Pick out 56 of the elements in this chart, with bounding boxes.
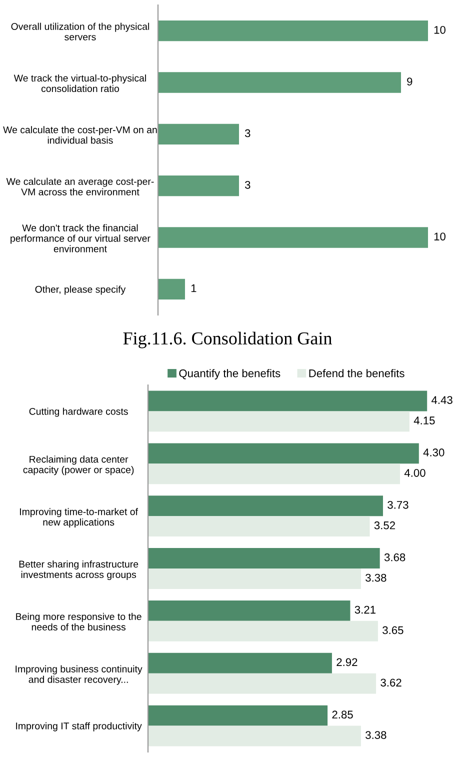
y-tick-label: Improving business continuity and disaster recovery... bbox=[16, 665, 142, 685]
y-tick-label: Reclaiming data center capacity (power or space) bbox=[23, 456, 134, 476]
data-label: 3.73 bbox=[388, 500, 408, 509]
data-label: 3.65 bbox=[382, 626, 404, 634]
y-tick-label: Cutting hardware costs bbox=[29, 408, 128, 417]
bar bbox=[148, 652, 332, 674]
bar bbox=[148, 516, 370, 537]
bar bbox=[148, 443, 419, 464]
data-label: 3.38 bbox=[366, 731, 386, 739]
y-tick-label: Improving IT staff productivity bbox=[16, 722, 142, 732]
y-tick-label: Overall utilization of the physical servers bbox=[11, 22, 150, 40]
bar bbox=[148, 496, 383, 516]
data-label: 9 bbox=[407, 78, 412, 86]
bar bbox=[148, 548, 380, 568]
y-tick-label: Other, please specify bbox=[35, 286, 126, 295]
data-label: 10 bbox=[434, 26, 446, 34]
bar bbox=[158, 278, 185, 300]
y-tick-label: Being more responsive to the needs of the business bbox=[16, 612, 142, 630]
data-label: 3 bbox=[244, 129, 250, 138]
bar bbox=[148, 620, 378, 642]
bar bbox=[148, 568, 361, 589]
legend-label: Defend the benefits bbox=[309, 369, 404, 378]
data-label: 4.43 bbox=[432, 396, 452, 404]
bar bbox=[158, 72, 401, 93]
bar bbox=[148, 464, 400, 484]
bar bbox=[158, 227, 428, 248]
data-label: 2.85 bbox=[332, 710, 353, 719]
y-tick-label: Better sharing infrastructure investments across groups bbox=[19, 560, 138, 580]
y-tick-label: We track the virtual-to-physical consolidation ratio bbox=[14, 74, 146, 92]
data-label: 4.15 bbox=[414, 416, 435, 424]
data-label: 3.68 bbox=[384, 553, 406, 562]
y-tick-label: We calculate an average cost-per- VM across the environment bbox=[6, 178, 154, 196]
data-label: 10 bbox=[434, 232, 446, 240]
legend-label: Quantify the benefits bbox=[179, 369, 280, 380]
y-tick-label: Improving time-to-market of new applications bbox=[20, 508, 138, 528]
data-label: 1 bbox=[191, 284, 196, 292]
bar bbox=[148, 390, 428, 412]
bar bbox=[148, 600, 350, 621]
caption: Fig.11.6. Consolidation Gain bbox=[123, 332, 332, 348]
bar bbox=[148, 411, 410, 432]
bar bbox=[148, 673, 376, 694]
y-tick-label: We don't track the financial performance of our virtual server environment bbox=[10, 224, 150, 252]
data-label: 3 bbox=[244, 180, 250, 189]
bar bbox=[148, 726, 361, 746]
bar bbox=[158, 20, 428, 42]
bar bbox=[148, 705, 328, 726]
data-label: 4.30 bbox=[423, 448, 444, 456]
data-label: 2.92 bbox=[336, 658, 358, 666]
data-label: 3.62 bbox=[380, 678, 402, 687]
data-label: 3.21 bbox=[354, 606, 376, 614]
data-label: 4.00 bbox=[404, 468, 426, 477]
bar bbox=[158, 124, 239, 144]
y-tick-label: We calculate the cost-per-VM on an individual basis bbox=[3, 126, 157, 144]
bar bbox=[158, 176, 239, 196]
data-label: 3.38 bbox=[366, 574, 386, 582]
data-label: 3.52 bbox=[374, 521, 395, 530]
